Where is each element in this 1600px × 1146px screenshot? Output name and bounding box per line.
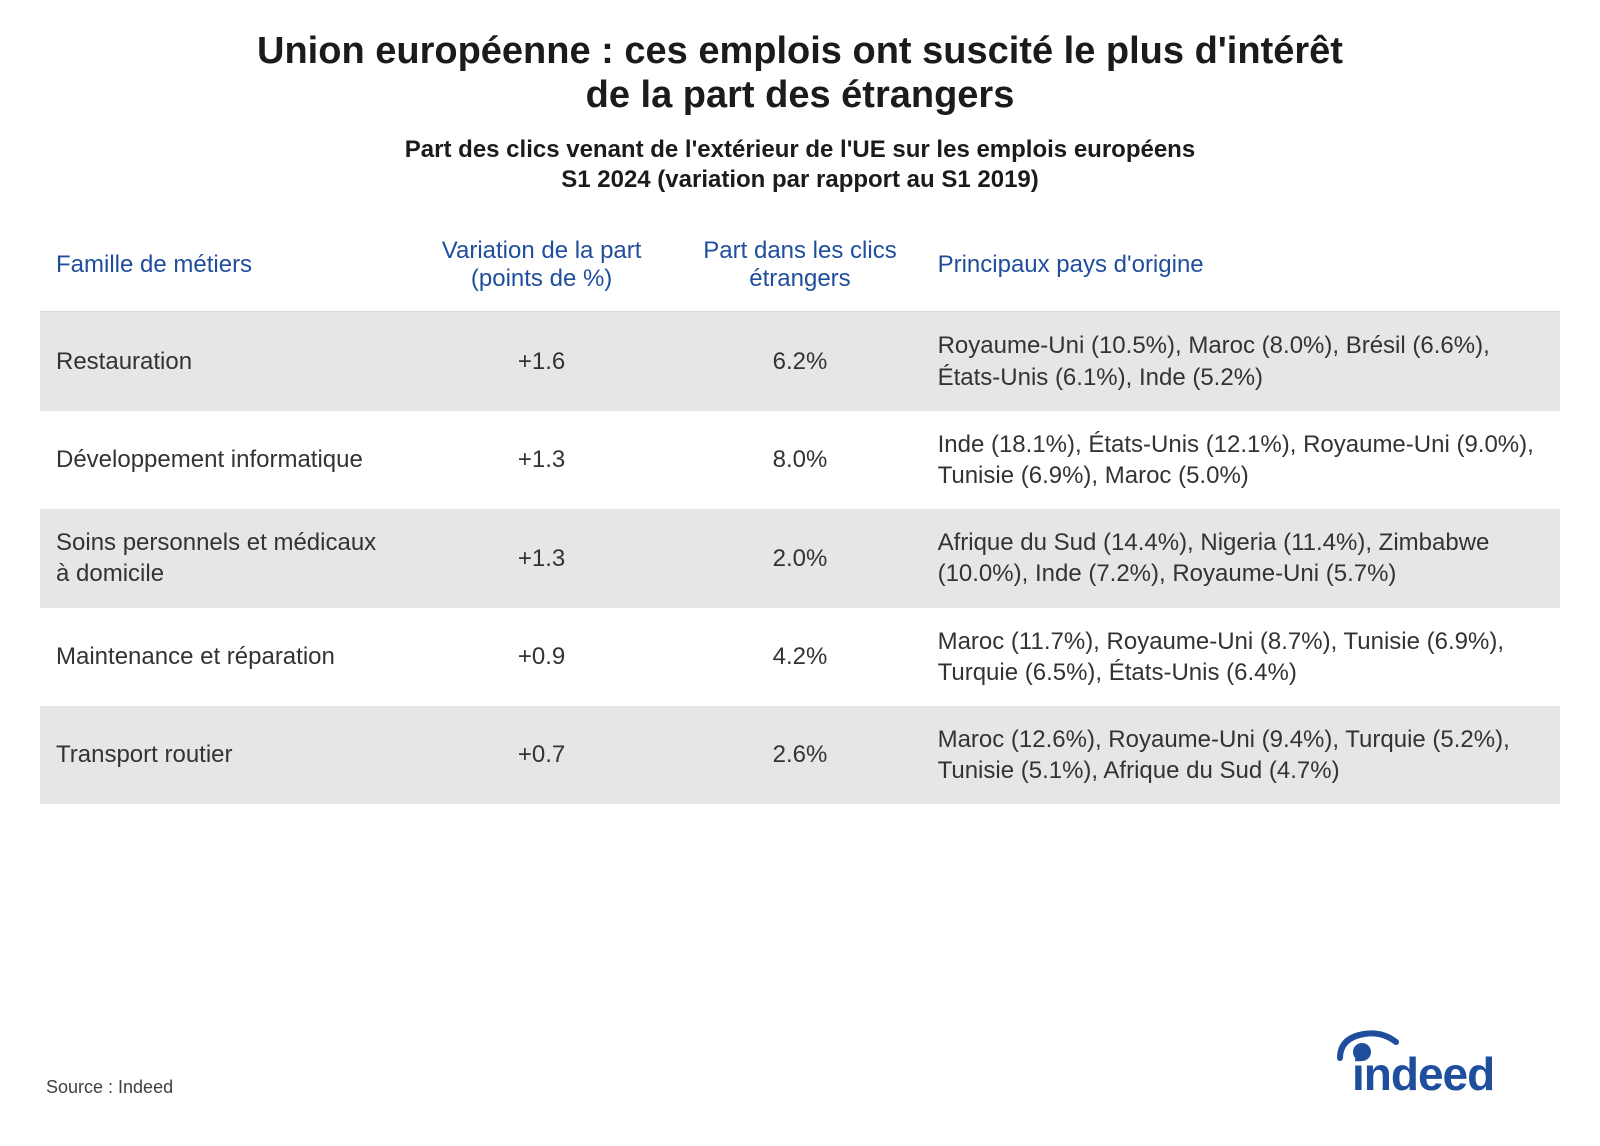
table-cell: 6.2%	[678, 312, 921, 411]
title-line-2: de la part des étrangers	[586, 74, 1015, 116]
table-cell: +1.6	[405, 312, 679, 411]
subtitle-line-2: S1 2024 (variation par rapport au S1 201…	[561, 166, 1039, 193]
table-cell: Transport routier	[40, 706, 405, 804]
table-cell: Développement informatique	[40, 411, 405, 509]
table-cell: +1.3	[405, 411, 679, 509]
table-cell: +1.3	[405, 509, 679, 607]
table-cell: Maroc (12.6%), Royaume-Uni (9.4%), Turqu…	[922, 706, 1560, 804]
table-row: Restauration+1.66.2%Royaume-Uni (10.5%),…	[40, 312, 1560, 411]
chart-subtitle: Part des clics venant de l'extérieur de …	[40, 135, 1560, 195]
data-table: Famille de métiersVariation de la part (…	[40, 223, 1560, 804]
table-cell: 2.0%	[678, 509, 921, 607]
column-header: Famille de métiers	[40, 223, 405, 312]
chart-container: Union européenne : ces emplois ont susci…	[40, 30, 1560, 1116]
svg-text:indeed: indeed	[1352, 1048, 1494, 1098]
table-cell: Afrique du Sud (14.4%), Nigeria (11.4%),…	[922, 509, 1560, 607]
table-cell: Maroc (11.7%), Royaume-Uni (8.7%), Tunis…	[922, 608, 1560, 706]
table-cell: Soins personnels et médicaux à domicile	[40, 509, 405, 607]
chart-title: Union européenne : ces emplois ont susci…	[40, 30, 1560, 117]
table-row: Transport routier+0.72.6%Maroc (12.6%), …	[40, 706, 1560, 804]
table-cell: Restauration	[40, 312, 405, 411]
source-label: Source : Indeed	[46, 1077, 173, 1098]
title-line-1: Union européenne : ces emplois ont susci…	[257, 30, 1343, 72]
table-cell: +0.7	[405, 706, 679, 804]
table-body: Restauration+1.66.2%Royaume-Uni (10.5%),…	[40, 312, 1560, 804]
table-cell: 2.6%	[678, 706, 921, 804]
table-cell: 8.0%	[678, 411, 921, 509]
table-cell: Inde (18.1%), États-Unis (12.1%), Royaum…	[922, 411, 1560, 509]
subtitle-line-1: Part des clics venant de l'extérieur de …	[405, 136, 1195, 163]
table-cell: Maintenance et réparation	[40, 608, 405, 706]
table-cell: +0.9	[405, 608, 679, 706]
indeed-logo: indeed	[1334, 1028, 1554, 1098]
table-row: Maintenance et réparation+0.94.2%Maroc (…	[40, 608, 1560, 706]
table-row: Soins personnels et médicaux à domicile+…	[40, 509, 1560, 607]
table-row: Développement informatique+1.38.0%Inde (…	[40, 411, 1560, 509]
footer: Source : Indeed indeed	[40, 1028, 1560, 1098]
table-header-row: Famille de métiersVariation de la part (…	[40, 223, 1560, 312]
column-header: Part dans les clics étrangers	[678, 223, 921, 312]
table-cell: Royaume-Uni (10.5%), Maroc (8.0%), Brési…	[922, 312, 1560, 411]
table-cell: 4.2%	[678, 608, 921, 706]
column-header: Principaux pays d'origine	[922, 223, 1560, 312]
column-header: Variation de la part (points de %)	[405, 223, 679, 312]
